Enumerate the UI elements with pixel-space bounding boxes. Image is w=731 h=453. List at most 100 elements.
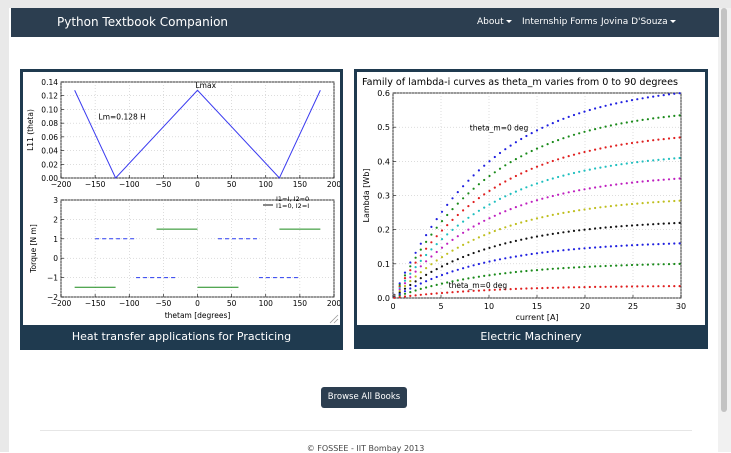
book-card-image: −200 −150 −100 −50 0 50 100 150 200 0.00 0.02 0.04 0… — [23, 72, 341, 325]
lambda-point-series-8 — [520, 270, 523, 273]
book-card-heat-transfer[interactable]: −200 −150 −100 −50 0 50 100 150 200 0.00 0.02 0.04 0… — [20, 69, 343, 350]
lambda-point-series-5 — [673, 199, 676, 203]
lambda-point-series-9 — [551, 286, 554, 289]
lambda-point-series-6 — [583, 228, 586, 231]
x-tick-label: 0 — [195, 299, 200, 308]
nav-internship-forms[interactable]: Internship Forms — [522, 17, 598, 27]
lambda-point-series-8 — [483, 274, 486, 277]
lambda-point-series-3 — [667, 157, 671, 160]
lambda-point-series-6 — [472, 251, 475, 255]
lambda-point-series-0 — [557, 119, 560, 122]
lambda-point-series-7 — [572, 248, 576, 251]
lambda-point-series-6 — [451, 260, 454, 263]
y-tick-label: 0.10 — [41, 105, 58, 114]
lambda-point-series-2 — [541, 163, 544, 166]
lambda-point-series-4 — [525, 202, 528, 205]
browse-all-books-button[interactable]: Browse All Books — [321, 387, 407, 408]
lambda-point-series-2 — [604, 146, 607, 149]
inductance-torque-plot: −200 −150 −100 −50 0 50 100 150 2000.000.020.040… — [26, 78, 341, 324]
lambda-point-series-7 — [530, 252, 533, 256]
lambda-point-series-5 — [583, 208, 586, 211]
lambda-point-series-0 — [493, 155, 496, 159]
lambda-point-series-8 — [604, 264, 607, 268]
lambda-point-series-9 — [477, 289, 480, 292]
lambda-point-series-7 — [509, 256, 512, 259]
lambda-point-series-2 — [493, 186, 496, 189]
annotation-lm: Lm=0.128 H — [99, 112, 146, 121]
lambda-point-series-5 — [667, 200, 671, 203]
scrollbar-thumb[interactable] — [721, 8, 727, 412]
lambda-point-series-6 — [662, 222, 665, 225]
lambda-point-series-2 — [403, 277, 407, 280]
lambda-point-series-0 — [483, 164, 486, 167]
x-tick-label: 10 — [484, 302, 494, 311]
lambda-point-series-2 — [477, 197, 480, 200]
lambda-point-series-5 — [467, 241, 470, 244]
lambda-point-series-1 — [504, 164, 507, 167]
brand-link[interactable]: Python Textbook Companion — [57, 15, 229, 29]
lambda-point-series-5 — [451, 249, 454, 252]
lambda-point-series-1 — [419, 248, 422, 251]
x-tick-label: 20 — [580, 302, 590, 311]
lambda-point-series-7 — [498, 258, 502, 261]
lambda-point-series-6 — [509, 241, 512, 244]
lambda-point-series-8 — [541, 268, 544, 271]
lambda-point-series-1 — [514, 158, 517, 161]
lambda-point-series-7 — [425, 280, 428, 283]
lambda-point-series-5 — [594, 206, 597, 210]
lambda-point-series-5 — [588, 207, 591, 210]
lambda-point-series-5 — [472, 238, 475, 241]
lambda-point-series-4 — [594, 186, 597, 189]
lambda-point-series-6 — [588, 228, 591, 231]
x-tick-label: 50 — [227, 299, 237, 308]
lambda-point-series-4 — [578, 189, 581, 192]
lambda-point-series-8 — [551, 267, 554, 270]
lambda-point-series-3 — [646, 159, 649, 162]
lambda-point-series-4 — [462, 231, 465, 234]
lambda-point-series-5 — [488, 231, 491, 235]
lambda-point-series-7 — [430, 277, 433, 281]
lambda-point-series-9 — [488, 288, 491, 292]
lambda-point-series-5 — [557, 212, 560, 215]
lambda-point-series-0 — [641, 97, 644, 100]
lambda-point-series-5 — [641, 202, 644, 205]
nav-about[interactable]: About — [477, 17, 512, 27]
lambda-point-series-8 — [636, 263, 639, 266]
lambda-point-series-6 — [467, 253, 470, 257]
lambda-point-series-9 — [483, 289, 486, 292]
lambda-point-series-4 — [604, 184, 607, 187]
x-tick-label: 0 — [195, 180, 200, 189]
lambda-point-series-5 — [551, 213, 554, 216]
lambda-point-series-1 — [440, 220, 444, 223]
lambda-point-series-2 — [498, 183, 502, 186]
nav-user-menu[interactable]: Jovina D'Souza — [601, 17, 676, 27]
lambda-point-series-5 — [578, 209, 581, 212]
lambda-point-series-6 — [625, 224, 628, 227]
lambda-point-series-5 — [477, 236, 480, 239]
lambda-point-series-6 — [678, 221, 681, 224]
lambda-point-series-3 — [456, 224, 459, 227]
lambda-point-series-6 — [504, 242, 507, 245]
lambda-point-series-4 — [557, 193, 560, 196]
lambda-point-series-8 — [403, 292, 407, 295]
lambda-point-series-1 — [414, 256, 417, 259]
lambda-point-series-5 — [514, 222, 517, 226]
lambda-point-series-1 — [662, 116, 665, 119]
lambda-point-series-5 — [657, 200, 660, 204]
lambda-point-series-2 — [594, 148, 597, 151]
lambda-point-series-7 — [477, 262, 480, 266]
lambda-point-series-7 — [609, 245, 612, 248]
book-card-electric-machinery[interactable]: 0.0 0.1 0.2 0.3 0.4 0.5 0.6 0 5 10 15 20 25 30 Family … — [354, 69, 708, 349]
lambda-point-series-4 — [477, 222, 480, 225]
lambda-point-series-7 — [594, 246, 597, 249]
lambda-point-series-0 — [630, 99, 634, 102]
lambda-point-series-9 — [625, 285, 628, 288]
lambda-point-series-5 — [604, 205, 607, 208]
lambda-point-series-9 — [446, 291, 449, 294]
lambda-point-series-3 — [662, 158, 665, 161]
lambda-point-series-3 — [525, 186, 528, 189]
lambda-point-series-2 — [535, 165, 539, 168]
lambda-point-series-3 — [498, 197, 502, 200]
lambda-point-series-3 — [630, 161, 634, 164]
lambda-point-series-4 — [609, 184, 612, 187]
